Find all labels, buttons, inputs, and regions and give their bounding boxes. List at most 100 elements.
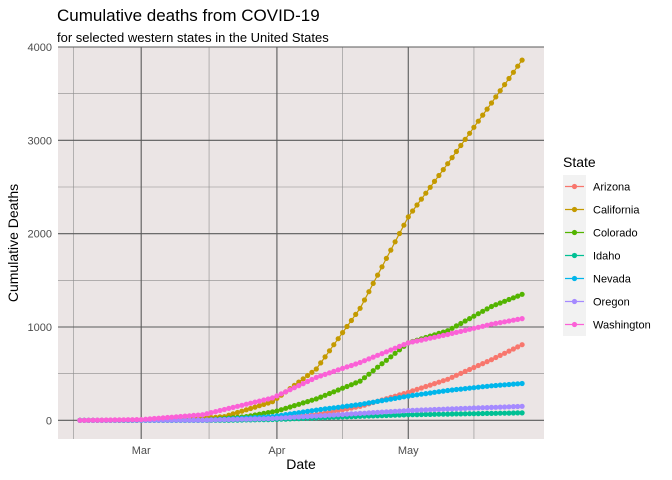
data-point-colorado bbox=[445, 328, 451, 334]
data-point-arizona bbox=[427, 382, 433, 388]
data-point-nevada bbox=[431, 389, 438, 395]
data-point-oregon bbox=[283, 415, 289, 421]
legend-label: Washington bbox=[593, 320, 651, 332]
data-point-nevada bbox=[388, 396, 394, 402]
data-point-idaho bbox=[519, 410, 525, 416]
data-point-washington bbox=[230, 404, 236, 410]
data-point-washington bbox=[173, 414, 179, 420]
data-point-oregon bbox=[178, 417, 184, 423]
data-point-idaho bbox=[484, 410, 490, 416]
legend-key-point bbox=[571, 206, 578, 213]
data-point-washington bbox=[462, 327, 468, 333]
x-axis-title: Date bbox=[286, 456, 316, 472]
data-point-california bbox=[252, 404, 258, 410]
data-point-washington bbox=[493, 320, 499, 326]
data-point-arizona bbox=[480, 361, 486, 367]
data-point-colorado bbox=[370, 368, 376, 374]
data-point-nevada bbox=[414, 392, 420, 398]
data-point-washington bbox=[116, 417, 122, 423]
data-point-nevada bbox=[392, 395, 398, 401]
data-point-oregon bbox=[427, 407, 433, 413]
data-point-nevada bbox=[335, 404, 341, 410]
data-point-california bbox=[418, 196, 424, 202]
data-point-california bbox=[248, 405, 254, 412]
data-point-washington bbox=[480, 323, 486, 329]
data-point-washington bbox=[160, 415, 166, 421]
data-point-washington bbox=[81, 417, 87, 423]
data-point-washington bbox=[265, 396, 271, 402]
data-point-nevada bbox=[510, 381, 516, 387]
data-point-california bbox=[344, 323, 350, 330]
data-point-idaho bbox=[427, 411, 433, 417]
data-point-nevada bbox=[449, 387, 455, 393]
data-point-oregon bbox=[440, 406, 446, 412]
data-point-washington bbox=[396, 343, 403, 349]
data-point-oregon bbox=[379, 409, 385, 415]
data-point-arizona bbox=[515, 344, 521, 350]
data-point-california bbox=[515, 63, 521, 69]
data-point-arizona bbox=[418, 385, 424, 391]
data-point-colorado bbox=[453, 323, 459, 329]
data-point-nevada bbox=[322, 406, 328, 412]
data-point-california bbox=[234, 409, 241, 416]
data-point-colorado bbox=[291, 403, 297, 409]
data-point-idaho bbox=[502, 410, 508, 416]
data-point-oregon bbox=[287, 414, 293, 421]
data-point-oregon bbox=[388, 409, 394, 415]
data-point-washington bbox=[475, 324, 481, 330]
data-point-colorado bbox=[449, 325, 455, 331]
data-point-idaho bbox=[449, 411, 455, 417]
legend: State Arizona California Colorado Idaho Neva… bbox=[563, 154, 651, 336]
data-point-washington bbox=[431, 334, 438, 340]
legend-label: Oregon bbox=[593, 297, 630, 309]
data-point-california bbox=[318, 360, 324, 366]
data-point-colorado bbox=[283, 405, 289, 411]
data-point-washington bbox=[405, 340, 411, 346]
legend-label: Nevada bbox=[593, 274, 632, 286]
data-point-colorado bbox=[269, 409, 276, 415]
x-tick-label: Mar bbox=[132, 445, 151, 457]
data-point-washington bbox=[519, 316, 525, 322]
data-point-washington bbox=[208, 410, 214, 416]
data-point-idaho bbox=[396, 412, 403, 418]
data-point-washington bbox=[252, 399, 258, 405]
data-point-nevada bbox=[375, 398, 381, 404]
data-point-arizona bbox=[331, 408, 337, 414]
data-point-washington bbox=[305, 378, 311, 385]
y-tick-label: 3000 bbox=[28, 135, 52, 147]
data-point-nevada bbox=[291, 410, 297, 416]
data-point-idaho bbox=[431, 411, 438, 417]
data-point-california bbox=[313, 366, 319, 372]
data-point-oregon bbox=[182, 417, 188, 423]
y-tick-label: 2000 bbox=[28, 229, 52, 241]
data-point-washington bbox=[164, 414, 171, 421]
data-point-nevada bbox=[405, 393, 411, 399]
data-point-washington bbox=[344, 364, 350, 370]
data-point-colorado bbox=[471, 313, 477, 319]
data-point-washington bbox=[90, 417, 96, 423]
data-point-idaho bbox=[388, 412, 394, 418]
data-point-idaho bbox=[458, 411, 464, 417]
data-point-colorado bbox=[353, 380, 359, 386]
data-point-washington bbox=[357, 359, 363, 366]
data-point-oregon bbox=[340, 411, 346, 418]
data-point-oregon bbox=[375, 409, 381, 415]
data-point-nevada bbox=[296, 410, 302, 416]
data-point-oregon bbox=[418, 407, 424, 413]
data-point-idaho bbox=[423, 411, 429, 417]
data-point-washington bbox=[410, 339, 416, 345]
data-point-arizona bbox=[414, 386, 420, 392]
data-point-oregon bbox=[278, 415, 284, 421]
data-point-washington bbox=[370, 354, 376, 360]
data-point-california bbox=[497, 88, 503, 94]
data-point-oregon bbox=[195, 417, 201, 423]
data-point-washington bbox=[335, 367, 341, 373]
data-point-washington bbox=[169, 414, 175, 420]
data-point-oregon bbox=[331, 412, 337, 418]
data-point-nevada bbox=[458, 386, 464, 392]
data-point-washington bbox=[186, 413, 192, 419]
data-point-idaho bbox=[401, 412, 407, 418]
series-washington bbox=[77, 316, 525, 423]
data-point-colorado bbox=[366, 371, 372, 377]
data-point-california bbox=[326, 348, 333, 354]
